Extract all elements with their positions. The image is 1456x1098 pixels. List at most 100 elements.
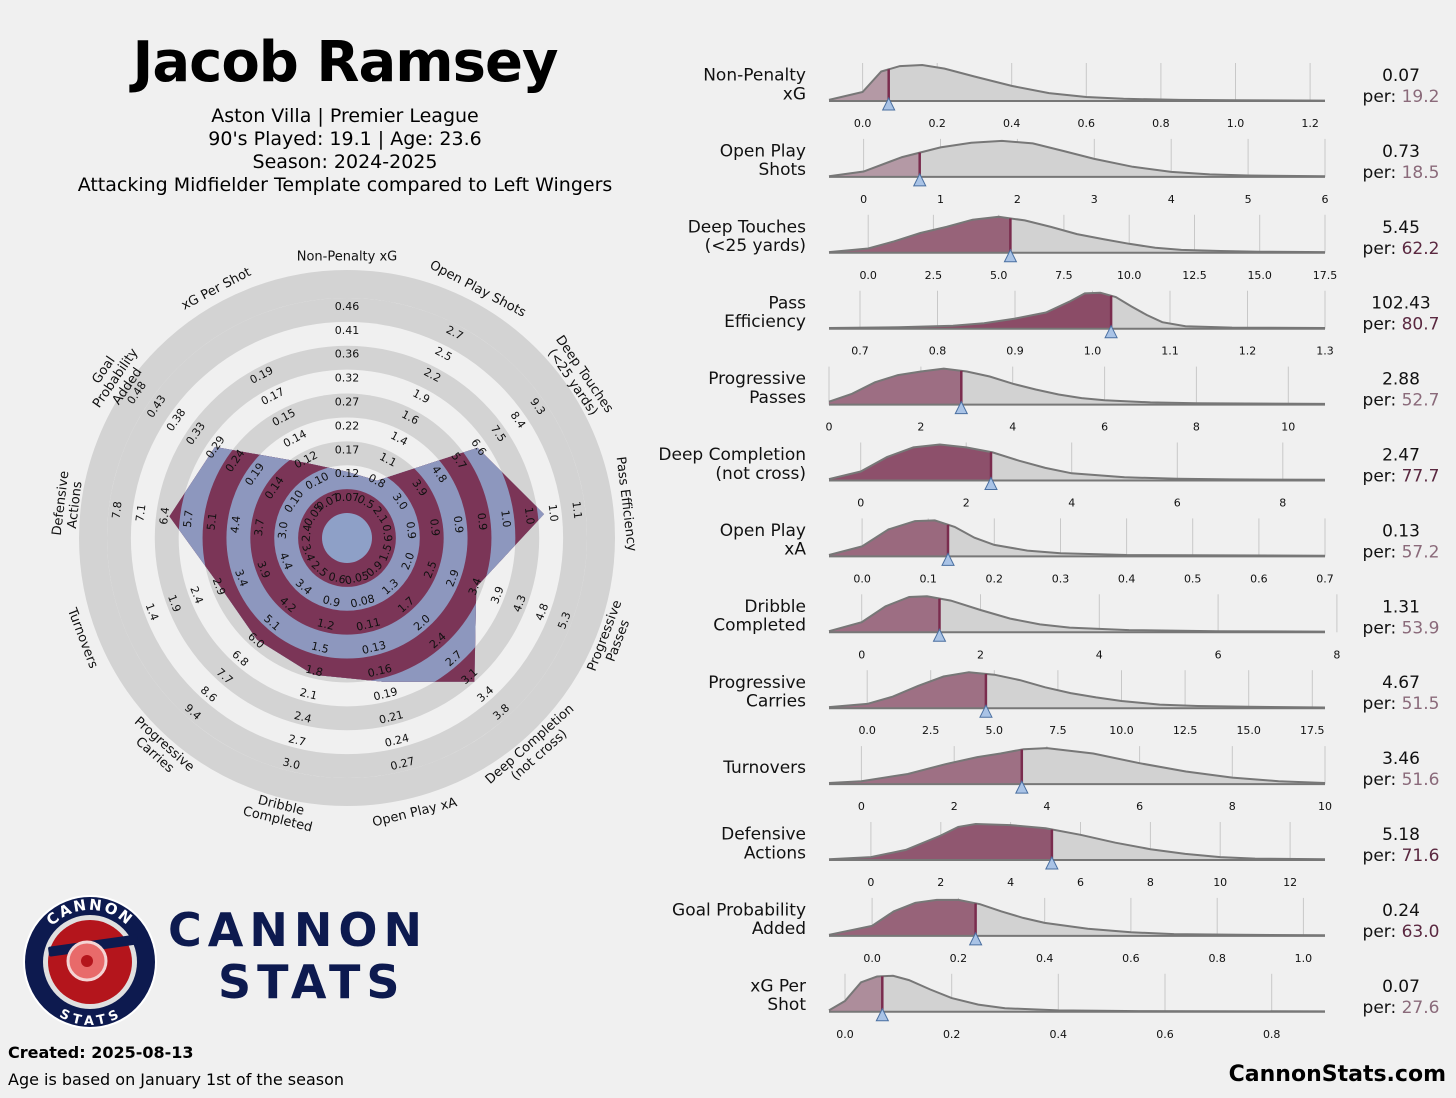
metric-value: 3.46	[1382, 749, 1420, 769]
radar-tick-label: 0.9	[427, 518, 442, 537]
metric-percentile: per: 57.2	[1363, 542, 1440, 562]
x-tick-label: 0.0	[858, 724, 876, 737]
density-curve	[828, 291, 1326, 329]
radar-tick-label: 0.19	[372, 685, 399, 703]
metric-value: 5.45	[1382, 218, 1420, 238]
x-tick-label: 17.5	[1300, 724, 1325, 737]
x-tick-label: 0	[826, 421, 833, 434]
metric-percentile: per: 27.6	[1363, 998, 1440, 1018]
x-tick-label: 7.5	[1055, 269, 1073, 282]
x-tick-label: 0.7	[1316, 572, 1334, 585]
x-tick-label: 0.0	[863, 952, 881, 965]
density-percentile-fill	[829, 444, 991, 481]
metric-value: 0.13	[1382, 521, 1420, 541]
site-url: CannonStats.com	[1228, 1062, 1446, 1087]
brand-name-line1: CANNON	[168, 903, 428, 957]
metric-value: 4.67	[1382, 673, 1420, 693]
x-tick-label: 10	[1213, 876, 1227, 889]
created-date: Created: 2025-08-13	[8, 1043, 194, 1062]
player-name: Jacob Ramsey	[132, 30, 559, 95]
x-tick-label: 1.0	[1227, 117, 1245, 130]
radar-tick-label: 3.9	[488, 585, 506, 606]
radar-tick-label: 0.9	[451, 515, 466, 534]
metric-value: 2.88	[1382, 370, 1420, 390]
value-marker-triangle	[1003, 248, 1018, 263]
density-curve	[828, 367, 1326, 405]
metric-label: Turnovers	[722, 758, 806, 778]
x-tick-label: 12.5	[1173, 724, 1198, 737]
metric-percentile: per: 77.7	[1363, 467, 1440, 487]
metric-percentile: per: 63.0	[1363, 922, 1440, 942]
density-percentile-fill	[829, 596, 940, 633]
x-tick-label: 2	[977, 648, 984, 661]
radar-tick-label: 2.4	[187, 585, 205, 606]
x-tick-label: 0.2	[950, 952, 968, 965]
density-curve	[828, 822, 1326, 861]
metric-percentile: per: 19.2	[1363, 87, 1440, 107]
radar-tick-label: 3.7	[252, 518, 267, 537]
radar-tick-label: 0.17	[335, 443, 360, 456]
radar-tick-label: 5.3	[555, 610, 573, 631]
radar-tick-label: 1.8	[304, 663, 324, 680]
density-area	[829, 975, 1325, 1012]
radar-tick-label: 0.21	[378, 708, 405, 726]
x-tick-label: 8	[1193, 421, 1200, 434]
x-tick-label: 4	[1007, 876, 1014, 889]
x-tick-label: 0.0	[854, 117, 872, 130]
metric-value: 0.24	[1382, 901, 1420, 921]
density-percentile-fill	[829, 899, 976, 936]
metric-value: 0.73	[1382, 142, 1420, 162]
density-percentile-fill	[829, 824, 1052, 860]
radar-chart: 0.07 0.12 0.17 0.22 0.27 0.32 0.36 0.41 0.46 Non-…	[50, 250, 639, 836]
metric-percentile: per: 80.7	[1363, 315, 1440, 335]
x-tick-label: 2	[917, 421, 924, 434]
density-curve	[828, 595, 1326, 633]
metric-label: Non-Penalty xG	[703, 66, 806, 105]
density-area	[829, 596, 1325, 633]
radar-tick-label: 2.4	[293, 709, 313, 726]
x-tick-label: 6	[1215, 648, 1222, 661]
radar-tick-label: 1.1	[569, 501, 584, 520]
metric-percentile: per: 53.9	[1363, 618, 1440, 638]
radar-tick-label: 0.16	[366, 662, 393, 680]
x-tick-label: 0.9	[1006, 345, 1024, 358]
value-marker-triangle	[954, 400, 969, 415]
radar-tick-label: 0.32	[335, 372, 360, 385]
metric-value: 102.43	[1371, 294, 1430, 314]
radar-tick-label: 0.11	[355, 615, 382, 633]
radar-tick-label: 0.13	[361, 639, 388, 657]
radar-outer-band	[79, 270, 615, 806]
radar-tick-label: 0.07	[335, 491, 360, 504]
cannon-stats-logo: CANNON STATS	[23, 895, 157, 1029]
radar-tick-label: 2.5	[421, 559, 439, 580]
radar-tick-label: 7.8	[110, 501, 125, 520]
radar-tick-label: 4.8	[533, 601, 551, 622]
value-marker-triangle	[968, 931, 983, 946]
x-tick-label: 4	[1168, 193, 1175, 206]
metric-percentile: per: 62.2	[1363, 239, 1440, 259]
metric-label: Open Play Shots	[720, 142, 806, 181]
radar-tick-label: 0.6	[327, 570, 347, 587]
x-tick-label: 0.0	[859, 269, 877, 282]
x-tick-label: 2.5	[925, 269, 943, 282]
x-tick-label: 0.4	[1036, 952, 1054, 965]
x-tick-label: 0.6	[1078, 117, 1096, 130]
x-tick-label: 0.8	[929, 345, 947, 358]
x-tick-label: 3	[1091, 193, 1098, 206]
logo-bottom-text: STATS	[57, 1007, 123, 1029]
x-tick-label: 8	[1147, 876, 1154, 889]
value-marker-triangle	[1045, 855, 1059, 870]
density-curve	[828, 443, 1326, 481]
x-tick-label: 0.8	[1263, 1028, 1281, 1040]
x-tick-label: 0.5	[1184, 572, 1202, 585]
x-tick-label: 0.3	[1052, 572, 1070, 585]
radar-tick-label: 2.7	[287, 732, 307, 749]
value-marker-triangle	[979, 704, 993, 718]
x-tick-label: 0.2	[986, 572, 1004, 585]
metric-label: Deep Touches (<25 yards)	[688, 217, 806, 256]
radar-tick-label: 0.9	[403, 521, 418, 540]
density-curve	[828, 519, 1326, 557]
x-tick-label: 2	[1014, 193, 1021, 206]
x-tick-label: 12.5	[1182, 269, 1207, 282]
radar-tick-label: 4.3	[511, 593, 529, 614]
